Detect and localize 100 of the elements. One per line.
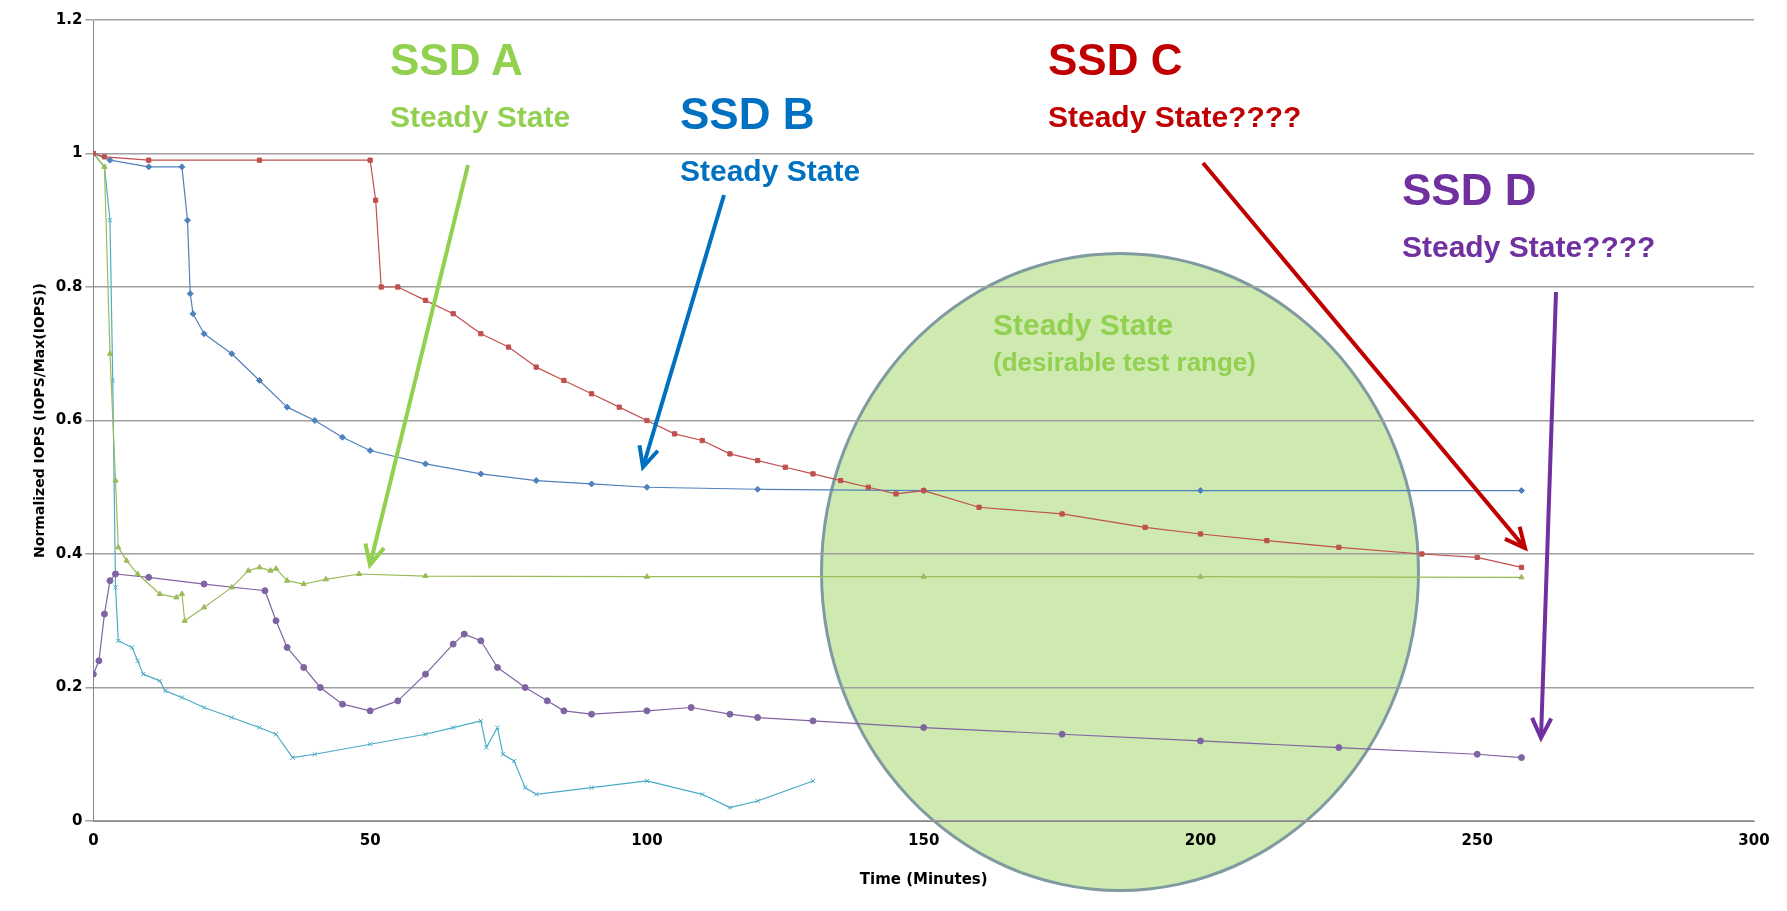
point: [754, 485, 762, 493]
point: [1264, 538, 1270, 544]
point: [186, 290, 194, 298]
point: [1059, 511, 1065, 517]
point: [810, 471, 816, 477]
point: [112, 570, 120, 578]
point: [145, 163, 153, 171]
point: [726, 710, 734, 718]
point: [533, 364, 539, 370]
point: [367, 741, 373, 747]
point: [106, 156, 114, 164]
point: [272, 565, 280, 571]
point: [135, 658, 141, 664]
point: [727, 805, 733, 811]
point: [511, 758, 517, 764]
point: [643, 573, 651, 579]
point: [200, 603, 208, 610]
point: [532, 477, 540, 485]
point: [422, 297, 429, 303]
point: [1196, 487, 1204, 495]
point: [300, 663, 308, 671]
point: [273, 731, 279, 737]
point: [173, 593, 180, 600]
point: [920, 573, 927, 579]
annotation: Steady State: [390, 100, 571, 133]
point: [494, 724, 501, 731]
point: [560, 707, 568, 715]
y-tick-label: 0: [71, 810, 83, 829]
point: [189, 310, 197, 318]
point: [1335, 744, 1343, 752]
point: [1197, 573, 1204, 579]
point: [179, 694, 185, 701]
point: [1196, 737, 1204, 745]
x-tick-label: 100: [631, 830, 663, 849]
point: [422, 572, 429, 579]
point: [687, 704, 695, 712]
point: [156, 590, 163, 597]
point: [543, 697, 551, 705]
point: [1142, 524, 1148, 530]
point: [145, 573, 153, 581]
point: [493, 663, 501, 671]
point: [290, 754, 296, 761]
point: [754, 714, 762, 722]
x-tick-label: 0: [88, 830, 99, 849]
point: [920, 724, 928, 732]
point: [100, 610, 108, 618]
point: [1474, 554, 1480, 560]
annotation: Steady State????: [1048, 100, 1302, 133]
point: [505, 344, 512, 350]
point: [699, 791, 705, 797]
point: [1518, 573, 1525, 580]
x-tick-label: 200: [1184, 830, 1217, 849]
point: [521, 684, 529, 691]
point: [255, 376, 263, 384]
annotation: SSD B: [680, 89, 815, 139]
point: [112, 477, 119, 483]
point: [500, 751, 506, 757]
point: [394, 697, 402, 705]
point: [178, 163, 186, 171]
point: [1336, 544, 1342, 550]
point: [200, 580, 208, 588]
point: [450, 311, 456, 317]
point: [976, 504, 982, 510]
point: [422, 731, 429, 737]
point: [588, 785, 595, 791]
point: [106, 350, 114, 356]
point: [134, 570, 141, 577]
point: [267, 567, 274, 573]
point: [522, 785, 528, 791]
x-tick-label: 150: [908, 830, 940, 849]
point: [283, 403, 291, 411]
point: [338, 700, 346, 708]
point: [201, 704, 207, 711]
point: [228, 583, 235, 590]
point: [355, 570, 363, 577]
point: [477, 637, 485, 645]
annotation: (desirable test range): [993, 347, 1256, 377]
y-tick-label: 0.6: [55, 410, 83, 429]
y-tick-label: 0.4: [55, 543, 83, 562]
point: [338, 433, 346, 441]
point: [616, 404, 622, 410]
point: [140, 671, 146, 677]
point: [1518, 487, 1526, 495]
point: [112, 584, 119, 590]
point: [588, 710, 596, 718]
x-tick-label: 50: [359, 830, 381, 849]
annotation: Steady State: [680, 154, 861, 187]
point: [449, 640, 457, 648]
point: [256, 157, 263, 163]
point: [283, 643, 291, 651]
point: [367, 157, 373, 163]
point: [1473, 750, 1481, 758]
point: [129, 644, 135, 651]
point: [533, 791, 539, 797]
point: [229, 714, 235, 721]
point: [422, 460, 429, 468]
point: [101, 154, 108, 160]
annotation: SSD D: [1402, 165, 1537, 215]
point: [200, 330, 208, 338]
y-tick-label: 1.2: [55, 9, 83, 28]
